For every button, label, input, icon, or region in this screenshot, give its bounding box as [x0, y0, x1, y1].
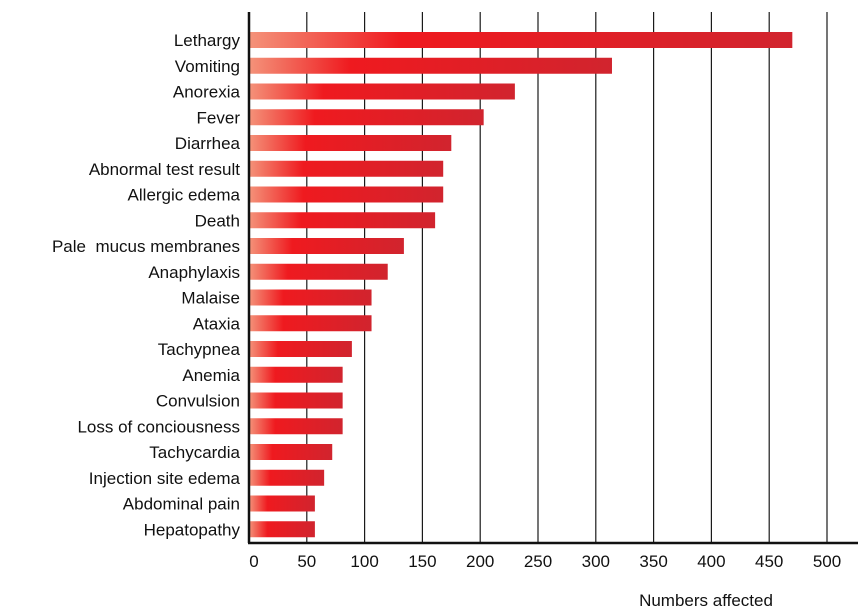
- bar-ataxia: [249, 315, 372, 332]
- bar-malaise: [249, 289, 372, 306]
- category-label: Tachycardia: [149, 443, 240, 462]
- bar-anaphylaxis: [249, 263, 388, 280]
- bar-tachypnea: [249, 341, 352, 357]
- category-label: Anemia: [182, 366, 240, 385]
- category-label: Convulsion: [156, 392, 240, 411]
- category-label: Malaise: [181, 289, 240, 308]
- bar-convulsion: [249, 392, 343, 409]
- category-label: Death: [195, 211, 240, 230]
- category-label: Tachypnea: [158, 340, 241, 359]
- bar-tachycardia: [249, 444, 333, 460]
- category-label: Pale mucus membranes: [52, 237, 240, 256]
- x-tick-label-0: 0: [249, 552, 258, 571]
- x-tick-label-50: 50: [297, 552, 316, 571]
- x-tick-label-100: 100: [350, 552, 378, 571]
- vertical-gridlines: [306, 12, 828, 543]
- bar-vomiting: [249, 57, 612, 74]
- category-label: Vomiting: [175, 57, 240, 76]
- x-tick-label-450: 450: [755, 552, 783, 571]
- bars: [249, 32, 793, 538]
- category-label: Lethargy: [174, 31, 241, 50]
- bar-loss-of-conciousness: [249, 418, 343, 435]
- category-label: Anaphylaxis: [148, 263, 240, 282]
- bar-abdominal-pain: [249, 495, 315, 512]
- category-label: Diarrhea: [175, 134, 241, 153]
- category-label: Abnormal test result: [89, 160, 240, 179]
- x-tick-label-250: 250: [524, 552, 552, 571]
- bar-pale-mucus-membranes: [249, 238, 404, 254]
- category-label: Abdominal pain: [123, 495, 240, 514]
- bar-anemia: [249, 366, 343, 383]
- bar-allergic-edema: [249, 186, 444, 203]
- category-label: Hepatopathy: [144, 520, 241, 539]
- bar-injection-site-edema: [249, 469, 325, 486]
- x-tick-label-300: 300: [582, 552, 610, 571]
- x-tick-label-150: 150: [408, 552, 436, 571]
- x-axis-title: Numbers affected: [639, 591, 773, 610]
- x-tick-label-500: 500: [813, 552, 841, 571]
- category-label: Fever: [197, 108, 241, 127]
- x-tick-label-350: 350: [639, 552, 667, 571]
- bar-anorexia: [249, 83, 515, 100]
- bar-abnormal-test-result: [249, 160, 444, 177]
- bar-hepatopathy: [249, 521, 315, 538]
- bar-fever: [249, 109, 484, 126]
- category-labels: Lethargy Vomiting Anorexia Fever Diarrhea Abn…: [52, 31, 241, 539]
- bar-lethargy: [249, 32, 793, 48]
- bar-death: [249, 212, 436, 229]
- category-label: Anorexia: [173, 83, 241, 102]
- x-tick-label-400: 400: [697, 552, 725, 571]
- x-tick-label-200: 200: [466, 552, 494, 571]
- category-label: Ataxia: [193, 314, 241, 333]
- category-label: Loss of conciousness: [77, 417, 240, 436]
- category-label: Injection site edema: [89, 469, 241, 488]
- category-label: Allergic edema: [128, 186, 241, 205]
- bar-diarrhea: [249, 135, 452, 151]
- x-tick-labels: 0 50 100 150 200 250 300 350 400 450 500: [249, 552, 841, 571]
